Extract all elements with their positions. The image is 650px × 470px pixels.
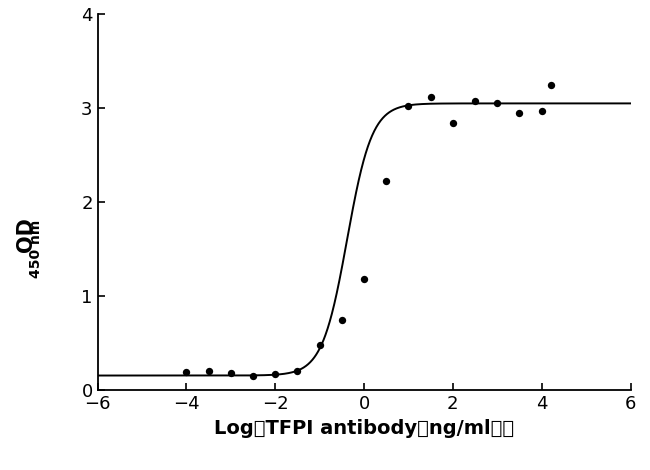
Point [248,372,258,380]
Point [337,316,347,323]
Point [226,369,236,377]
Point [425,93,436,101]
Point [292,368,303,375]
Point [315,341,325,349]
Point [181,368,192,376]
Point [381,178,391,185]
Text: OD: OD [16,218,36,252]
Text: 450 nm: 450 nm [29,220,43,278]
Point [203,368,214,375]
Point [492,100,502,107]
Point [403,102,413,110]
Point [359,275,369,283]
Point [270,370,280,378]
Point [536,107,547,115]
Point [448,119,458,127]
X-axis label: Log（TFPI antibody（ng/ml））: Log（TFPI antibody（ng/ml）） [214,418,514,438]
Point [470,97,480,104]
Point [545,81,556,88]
Point [514,109,525,117]
